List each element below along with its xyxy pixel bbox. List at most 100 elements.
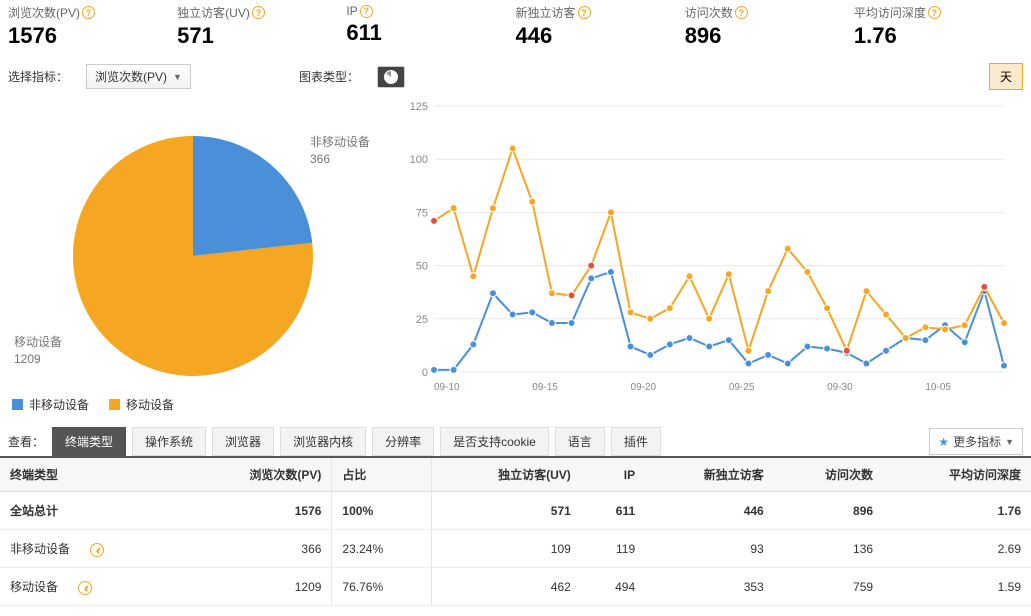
table-header[interactable]: 访问次数 bbox=[774, 458, 883, 492]
data-point[interactable] bbox=[725, 271, 732, 278]
data-point[interactable] bbox=[765, 351, 772, 358]
data-point[interactable] bbox=[607, 209, 614, 216]
data-point[interactable] bbox=[489, 205, 496, 212]
data-point[interactable] bbox=[509, 145, 516, 152]
clock-icon[interactable] bbox=[90, 543, 104, 557]
data-point[interactable] bbox=[686, 334, 693, 341]
tab[interactable]: 浏览器内核 bbox=[280, 427, 366, 456]
data-point[interactable] bbox=[548, 320, 555, 327]
data-point[interactable] bbox=[529, 309, 536, 316]
data-table: 终端类型浏览次数(PV)占比独立访客(UV)IP新独立访客访问次数平均访问深度全… bbox=[0, 458, 1031, 606]
data-point[interactable] bbox=[627, 309, 634, 316]
pie-slice[interactable] bbox=[193, 136, 312, 256]
data-point[interactable] bbox=[588, 275, 595, 282]
data-point[interactable] bbox=[627, 343, 634, 350]
data-point[interactable] bbox=[922, 324, 929, 331]
help-icon[interactable]: ? bbox=[360, 5, 373, 18]
table-header[interactable]: 占比 bbox=[332, 458, 431, 492]
tab[interactable]: 分辨率 bbox=[372, 427, 434, 456]
stat-value: 611 bbox=[346, 20, 515, 46]
data-point-highlight[interactable] bbox=[588, 262, 595, 269]
data-point[interactable] bbox=[568, 320, 575, 327]
data-point[interactable] bbox=[706, 343, 713, 350]
more-indicators-button[interactable]: ★更多指标▼ bbox=[929, 428, 1023, 455]
data-point[interactable] bbox=[922, 337, 929, 344]
table-cell: 446 bbox=[645, 492, 774, 530]
data-point[interactable] bbox=[863, 360, 870, 367]
data-point[interactable] bbox=[548, 290, 555, 297]
data-point[interactable] bbox=[647, 351, 654, 358]
table-cell: 移动设备 bbox=[0, 568, 183, 606]
help-icon[interactable]: ? bbox=[578, 6, 591, 19]
data-point[interactable] bbox=[1001, 362, 1008, 369]
data-point[interactable] bbox=[961, 339, 968, 346]
tab[interactable]: 语言 bbox=[555, 427, 605, 456]
data-point[interactable] bbox=[725, 337, 732, 344]
table-header[interactable]: 新独立访客 bbox=[645, 458, 774, 492]
data-point[interactable] bbox=[509, 311, 516, 318]
data-point[interactable] bbox=[706, 315, 713, 322]
data-point[interactable] bbox=[824, 305, 831, 312]
data-point[interactable] bbox=[450, 366, 457, 373]
svg-text:09-20: 09-20 bbox=[631, 382, 657, 393]
help-icon[interactable]: ? bbox=[928, 6, 941, 19]
tab[interactable]: 操作系统 bbox=[132, 427, 206, 456]
tab[interactable]: 浏览器 bbox=[212, 427, 274, 456]
data-point[interactable] bbox=[765, 288, 772, 295]
data-point[interactable] bbox=[961, 322, 968, 329]
chart-type-pie-button[interactable] bbox=[377, 66, 405, 88]
data-point[interactable] bbox=[824, 345, 831, 352]
table-header[interactable]: 终端类型 bbox=[0, 458, 183, 492]
data-point[interactable] bbox=[489, 290, 496, 297]
tab[interactable]: 是否支持cookie bbox=[440, 427, 549, 456]
data-point[interactable] bbox=[470, 273, 477, 280]
tab[interactable]: 终端类型 bbox=[52, 427, 126, 456]
help-icon[interactable]: ? bbox=[82, 6, 95, 19]
data-point[interactable] bbox=[666, 341, 673, 348]
data-point[interactable] bbox=[784, 360, 791, 367]
data-point[interactable] bbox=[863, 288, 870, 295]
help-icon[interactable]: ? bbox=[735, 6, 748, 19]
controls-row: 选择指标： 浏览次数(PV) ▼ 图表类型： 天 bbox=[0, 57, 1031, 96]
help-icon[interactable]: ? bbox=[252, 6, 265, 19]
data-point-highlight[interactable] bbox=[981, 283, 988, 290]
line-chart-container: 025507510012509-1009-1509-2009-2509-3010… bbox=[394, 96, 1023, 413]
data-point[interactable] bbox=[745, 360, 752, 367]
table-header[interactable]: 平均访问深度 bbox=[883, 458, 1031, 492]
data-point-highlight[interactable] bbox=[431, 217, 438, 224]
data-point[interactable] bbox=[1001, 320, 1008, 327]
data-point[interactable] bbox=[666, 305, 673, 312]
table-cell: 366 bbox=[183, 530, 332, 568]
clock-icon[interactable] bbox=[78, 581, 92, 595]
data-point[interactable] bbox=[883, 311, 890, 318]
svg-text:09-10: 09-10 bbox=[434, 382, 460, 393]
stat-block: 独立访客(UV)?571 bbox=[177, 4, 346, 49]
data-point[interactable] bbox=[883, 347, 890, 354]
period-day-button[interactable]: 天 bbox=[989, 63, 1023, 90]
line-chart: 025507510012509-1009-1509-2009-2509-3010… bbox=[394, 96, 1014, 396]
tab[interactable]: 插件 bbox=[611, 427, 661, 456]
data-point[interactable] bbox=[431, 366, 438, 373]
data-point[interactable] bbox=[470, 341, 477, 348]
legend-item[interactable]: 非移动设备 bbox=[12, 396, 89, 413]
data-point-highlight[interactable] bbox=[568, 292, 575, 299]
table-cell: 100% bbox=[332, 492, 431, 530]
data-point-highlight[interactable] bbox=[843, 347, 850, 354]
svg-text:0: 0 bbox=[422, 367, 428, 379]
data-point[interactable] bbox=[902, 334, 909, 341]
table-header[interactable]: 独立访客(UV) bbox=[431, 458, 581, 492]
data-point[interactable] bbox=[607, 268, 614, 275]
data-point[interactable] bbox=[686, 273, 693, 280]
metric-select[interactable]: 浏览次数(PV) ▼ bbox=[86, 64, 191, 89]
data-point[interactable] bbox=[450, 205, 457, 212]
data-point[interactable] bbox=[745, 347, 752, 354]
table-header[interactable]: IP bbox=[581, 458, 645, 492]
data-point[interactable] bbox=[804, 268, 811, 275]
data-point[interactable] bbox=[647, 315, 654, 322]
data-point[interactable] bbox=[529, 198, 536, 205]
legend-item[interactable]: 移动设备 bbox=[109, 396, 174, 413]
data-point[interactable] bbox=[784, 245, 791, 252]
data-point[interactable] bbox=[804, 343, 811, 350]
table-header[interactable]: 浏览次数(PV) bbox=[183, 458, 332, 492]
data-point[interactable] bbox=[942, 326, 949, 333]
